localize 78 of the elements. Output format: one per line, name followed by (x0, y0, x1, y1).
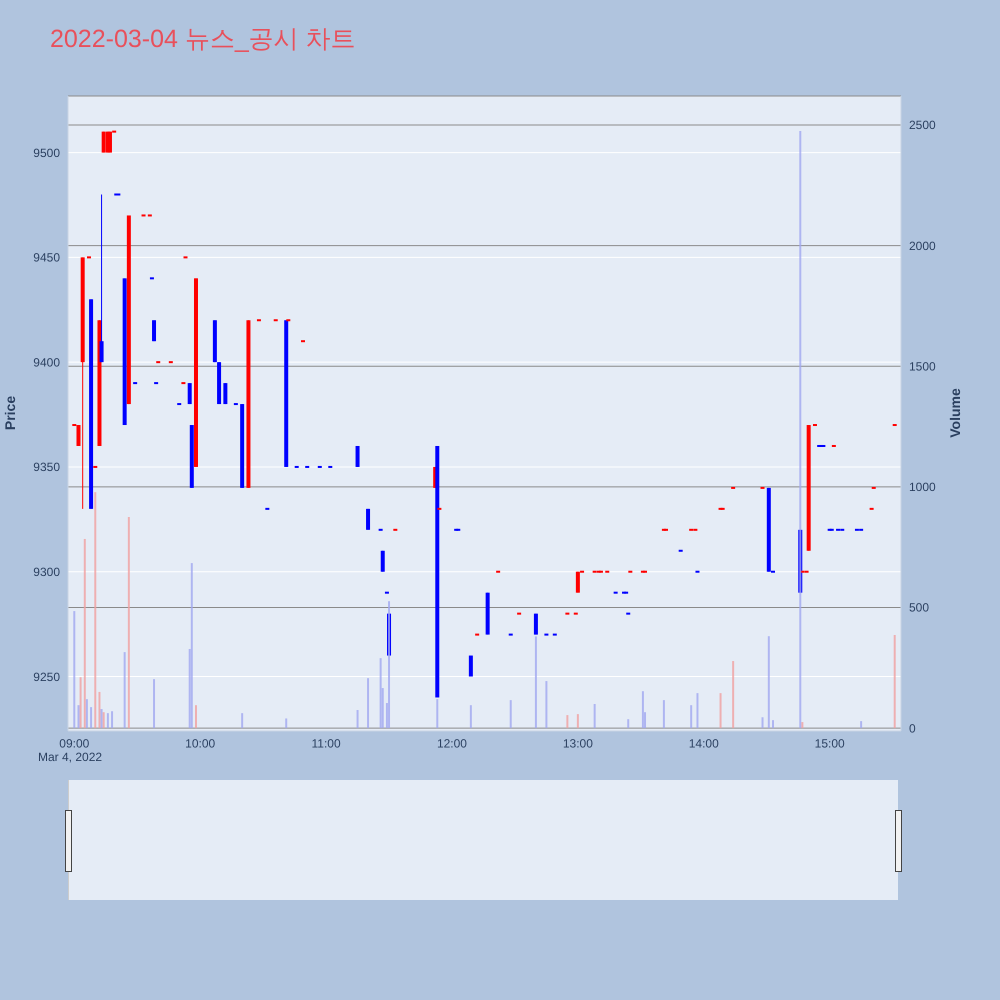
bar (470, 705, 472, 728)
bar (732, 661, 734, 728)
bar (124, 652, 126, 728)
y2-tick-label: 1000 (909, 480, 936, 494)
chart-title: 2022-03-04 뉴스_공시 차트 (50, 24, 356, 55)
candlestick (100, 194, 104, 363)
y-tick-label: 9250 (33, 670, 60, 684)
bar (100, 709, 103, 728)
bar (380, 658, 382, 728)
bar (690, 705, 692, 728)
y-tick-label: 9400 (33, 355, 60, 370)
bar (894, 634, 896, 728)
bar (77, 705, 80, 728)
y2-tick-label: 0 (909, 721, 916, 736)
text: Mar 4, 2022 (38, 750, 102, 764)
bar (662, 700, 665, 728)
bar (128, 517, 130, 728)
bar (153, 679, 156, 728)
bar (576, 714, 579, 728)
x-tick-label: 11:00 (312, 736, 341, 751)
bar (98, 692, 100, 728)
x-tick-label: 09:00 (59, 736, 90, 751)
y2-axis-title: Volume (947, 387, 963, 440)
bar (627, 719, 630, 728)
candlestick (188, 382, 192, 405)
bar (696, 693, 698, 728)
x-tick-label: 10:00 (185, 736, 216, 751)
bar (566, 715, 568, 728)
bar (111, 711, 114, 728)
bar (194, 705, 197, 728)
bar (86, 699, 88, 728)
bar (73, 611, 76, 728)
bar (356, 710, 359, 728)
bar (241, 713, 244, 728)
y-tick-label: 9500 (33, 146, 60, 160)
bar (772, 720, 774, 728)
bar (545, 681, 548, 728)
bar (510, 700, 512, 728)
candlestick (223, 382, 228, 405)
bar (436, 699, 438, 728)
bar (801, 722, 804, 728)
bar (367, 678, 370, 728)
y-axis-title: Price (2, 394, 18, 432)
bar (80, 677, 82, 728)
bar (94, 492, 96, 728)
bar (84, 538, 86, 728)
x-tick-label: 15:00 (814, 736, 845, 751)
bar (762, 717, 764, 728)
bar (102, 712, 105, 728)
bar (720, 693, 722, 728)
candlestick (366, 508, 370, 530)
bar (90, 707, 92, 728)
y2-tick-label: 2000 (909, 238, 936, 253)
y2-tick-label: 1500 (909, 359, 936, 374)
bar (190, 563, 193, 728)
bar (642, 691, 644, 728)
bar (534, 636, 537, 728)
bar (768, 636, 770, 728)
y2-tick-label: 500 (909, 600, 930, 615)
y-tick-label: 9300 (33, 564, 60, 579)
bar (594, 704, 596, 728)
y-tick-label: 9350 (33, 460, 60, 474)
y-tick-label: 9450 (33, 250, 60, 265)
bar (106, 713, 109, 728)
candlestick (534, 613, 538, 636)
x-tick-label: 13:00 (562, 736, 594, 751)
candlestick (356, 445, 360, 468)
y2-tick-label: 2500 (909, 118, 936, 132)
x-tick-label: 12:00 (436, 736, 468, 751)
bar (860, 721, 862, 728)
candlestick (576, 571, 580, 594)
candlestick (152, 320, 156, 342)
bar (799, 130, 802, 728)
x-tick-label: 14:00 (688, 736, 720, 751)
candlestick (102, 131, 106, 154)
bar (388, 601, 390, 728)
candlestick (468, 655, 473, 678)
bar (285, 718, 288, 728)
